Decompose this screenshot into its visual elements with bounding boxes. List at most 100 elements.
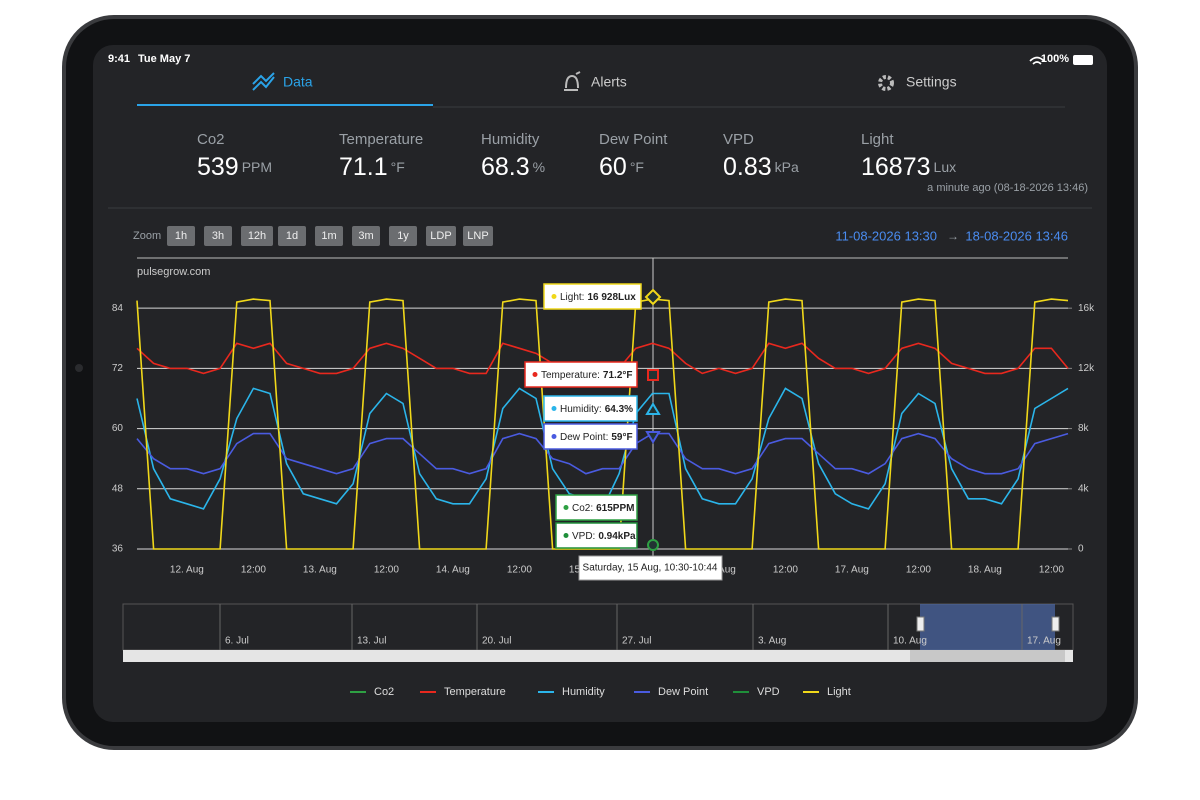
- x-tick-label: 12:00: [1039, 565, 1064, 576]
- tooltip-bullet: [551, 294, 557, 299]
- tooltip-value: 615PPM: [596, 503, 634, 514]
- zoom-button[interactable]: [426, 226, 456, 246]
- tooltip-bullet: [551, 434, 557, 439]
- tooltip-value: 16 928Lux: [587, 292, 636, 303]
- series-line: [136, 432, 1069, 475]
- x-tick-label: 13. Aug: [303, 565, 337, 576]
- zoom-button-label[interactable]: 1d: [286, 230, 298, 242]
- y-tick-label: 60: [112, 423, 124, 434]
- tooltip: [543, 423, 638, 450]
- tooltip-text: Light: 16 928Lux: [560, 292, 636, 303]
- zoom-button[interactable]: [389, 226, 417, 246]
- navigator-handle[interactable]: [916, 616, 925, 632]
- reading: 0.83 kPa: [723, 153, 799, 181]
- hover-marker: [645, 402, 661, 415]
- legend-label[interactable]: Co2: [374, 686, 394, 698]
- reading-label: Temperature: [339, 131, 423, 148]
- tooltip-label: Humidity:: [560, 404, 602, 415]
- hover-marker: [644, 288, 662, 306]
- y-tick-label: 72: [112, 363, 124, 374]
- updated-time: a minute ago (08-18-2026 13:46): [927, 182, 1088, 194]
- tooltip-value: 71.2°F: [603, 370, 633, 381]
- tooltip-value: 64.3%: [605, 404, 633, 415]
- reading-label: Light: [861, 131, 894, 148]
- reading: 539 PPM: [197, 153, 272, 181]
- navigator-scroll-thumb[interactable]: [910, 650, 1065, 662]
- reading-value: 60: [599, 153, 627, 181]
- reading-unit: °F: [630, 159, 644, 175]
- tooltip-text: Dew Point: 59°F: [560, 432, 633, 443]
- zoom-button[interactable]: [463, 226, 493, 246]
- navigator-label: 6. Jul: [225, 636, 249, 647]
- y-tick-label: 48: [112, 483, 124, 494]
- zoom-button[interactable]: [167, 226, 195, 246]
- navigator-label: 13. Jul: [357, 636, 386, 647]
- tab[interactable]: Settings: [906, 74, 957, 90]
- tooltip-value: 59°F: [611, 432, 632, 443]
- x-tick-label: 12:00: [906, 565, 931, 576]
- navigator-label: 17. Aug: [1027, 636, 1061, 647]
- y-tick-label: 36: [112, 544, 124, 555]
- tooltip: [543, 395, 638, 422]
- y-tick-label: 84: [112, 303, 124, 314]
- x-tick-label: 17. Aug: [835, 565, 869, 576]
- battery-level: 100%: [1041, 53, 1069, 65]
- zoom-button[interactable]: [241, 226, 273, 246]
- zoom-button[interactable]: [352, 226, 380, 246]
- zoom-button[interactable]: [315, 226, 343, 246]
- navigator-label: 27. Jul: [622, 636, 651, 647]
- zoom-button-label[interactable]: LNP: [467, 230, 488, 242]
- navigator-label: 10. Aug: [893, 636, 927, 647]
- zoom-button-label[interactable]: 1h: [175, 230, 187, 242]
- tooltip: [555, 522, 638, 549]
- tab[interactable]: Alerts: [591, 74, 627, 90]
- tooltip-label: Light:: [560, 292, 584, 303]
- zoom-button[interactable]: [278, 226, 306, 246]
- reading: 68.3%: [481, 153, 545, 181]
- legend-label[interactable]: Humidity: [562, 686, 605, 698]
- zoom-button-label[interactable]: 3h: [212, 230, 224, 242]
- zoom-button-label[interactable]: 1y: [397, 230, 409, 242]
- tooltip-text: VPD: 0.94kPa: [572, 531, 636, 542]
- range-from: 11-08-2026 13:30: [835, 228, 937, 243]
- reading-value: 68.3: [481, 153, 530, 181]
- hover-marker: [647, 539, 659, 551]
- y2-tick-label: 4k: [1078, 483, 1090, 494]
- legend-label[interactable]: Dew Point: [658, 686, 708, 698]
- tooltip: [524, 361, 638, 388]
- x-tick-label: 14. Aug: [436, 565, 470, 576]
- tooltip-label: Co2:: [572, 503, 593, 514]
- y2-tick-label: 12k: [1078, 363, 1095, 374]
- navigator-scrollbar[interactable]: [123, 650, 1073, 662]
- range-arrow: →: [947, 229, 959, 243]
- reading-value: 539: [197, 153, 239, 181]
- navigator-handle[interactable]: [1051, 616, 1060, 632]
- zoom-button-label[interactable]: LDP: [430, 230, 451, 242]
- y2-tick-label: 16k: [1078, 303, 1095, 314]
- zoom-button-label[interactable]: 3m: [358, 230, 373, 242]
- tooltip-text: Temperature: 71.2°F: [541, 370, 633, 381]
- tab[interactable]: Data: [283, 74, 313, 90]
- legend-label[interactable]: VPD: [757, 686, 780, 698]
- zoom-button-label[interactable]: 1m: [321, 230, 336, 242]
- settings-tab-icon: [878, 75, 894, 91]
- reading-label: Co2: [197, 131, 225, 148]
- series-line: [136, 298, 1069, 550]
- tooltip-date-box: [578, 555, 723, 581]
- x-tick-label: 12. Aug: [170, 565, 204, 576]
- navigator-selection[interactable]: [920, 604, 1055, 650]
- hover-marker: [645, 431, 661, 444]
- zoom-button-label[interactable]: 12h: [248, 230, 266, 242]
- reading-unit: PPM: [242, 159, 272, 175]
- reading-label: Dew Point: [599, 131, 668, 148]
- zoom-button[interactable]: [204, 226, 232, 246]
- tooltip: [555, 494, 638, 521]
- legend-label[interactable]: Light: [827, 686, 851, 698]
- x-tick-label: 12:00: [773, 565, 798, 576]
- tooltip-text: Humidity: 64.3%: [560, 404, 633, 415]
- reading-label: VPD: [723, 131, 754, 148]
- tooltip-label: Dew Point:: [560, 432, 608, 443]
- legend-label[interactable]: Temperature: [444, 686, 506, 698]
